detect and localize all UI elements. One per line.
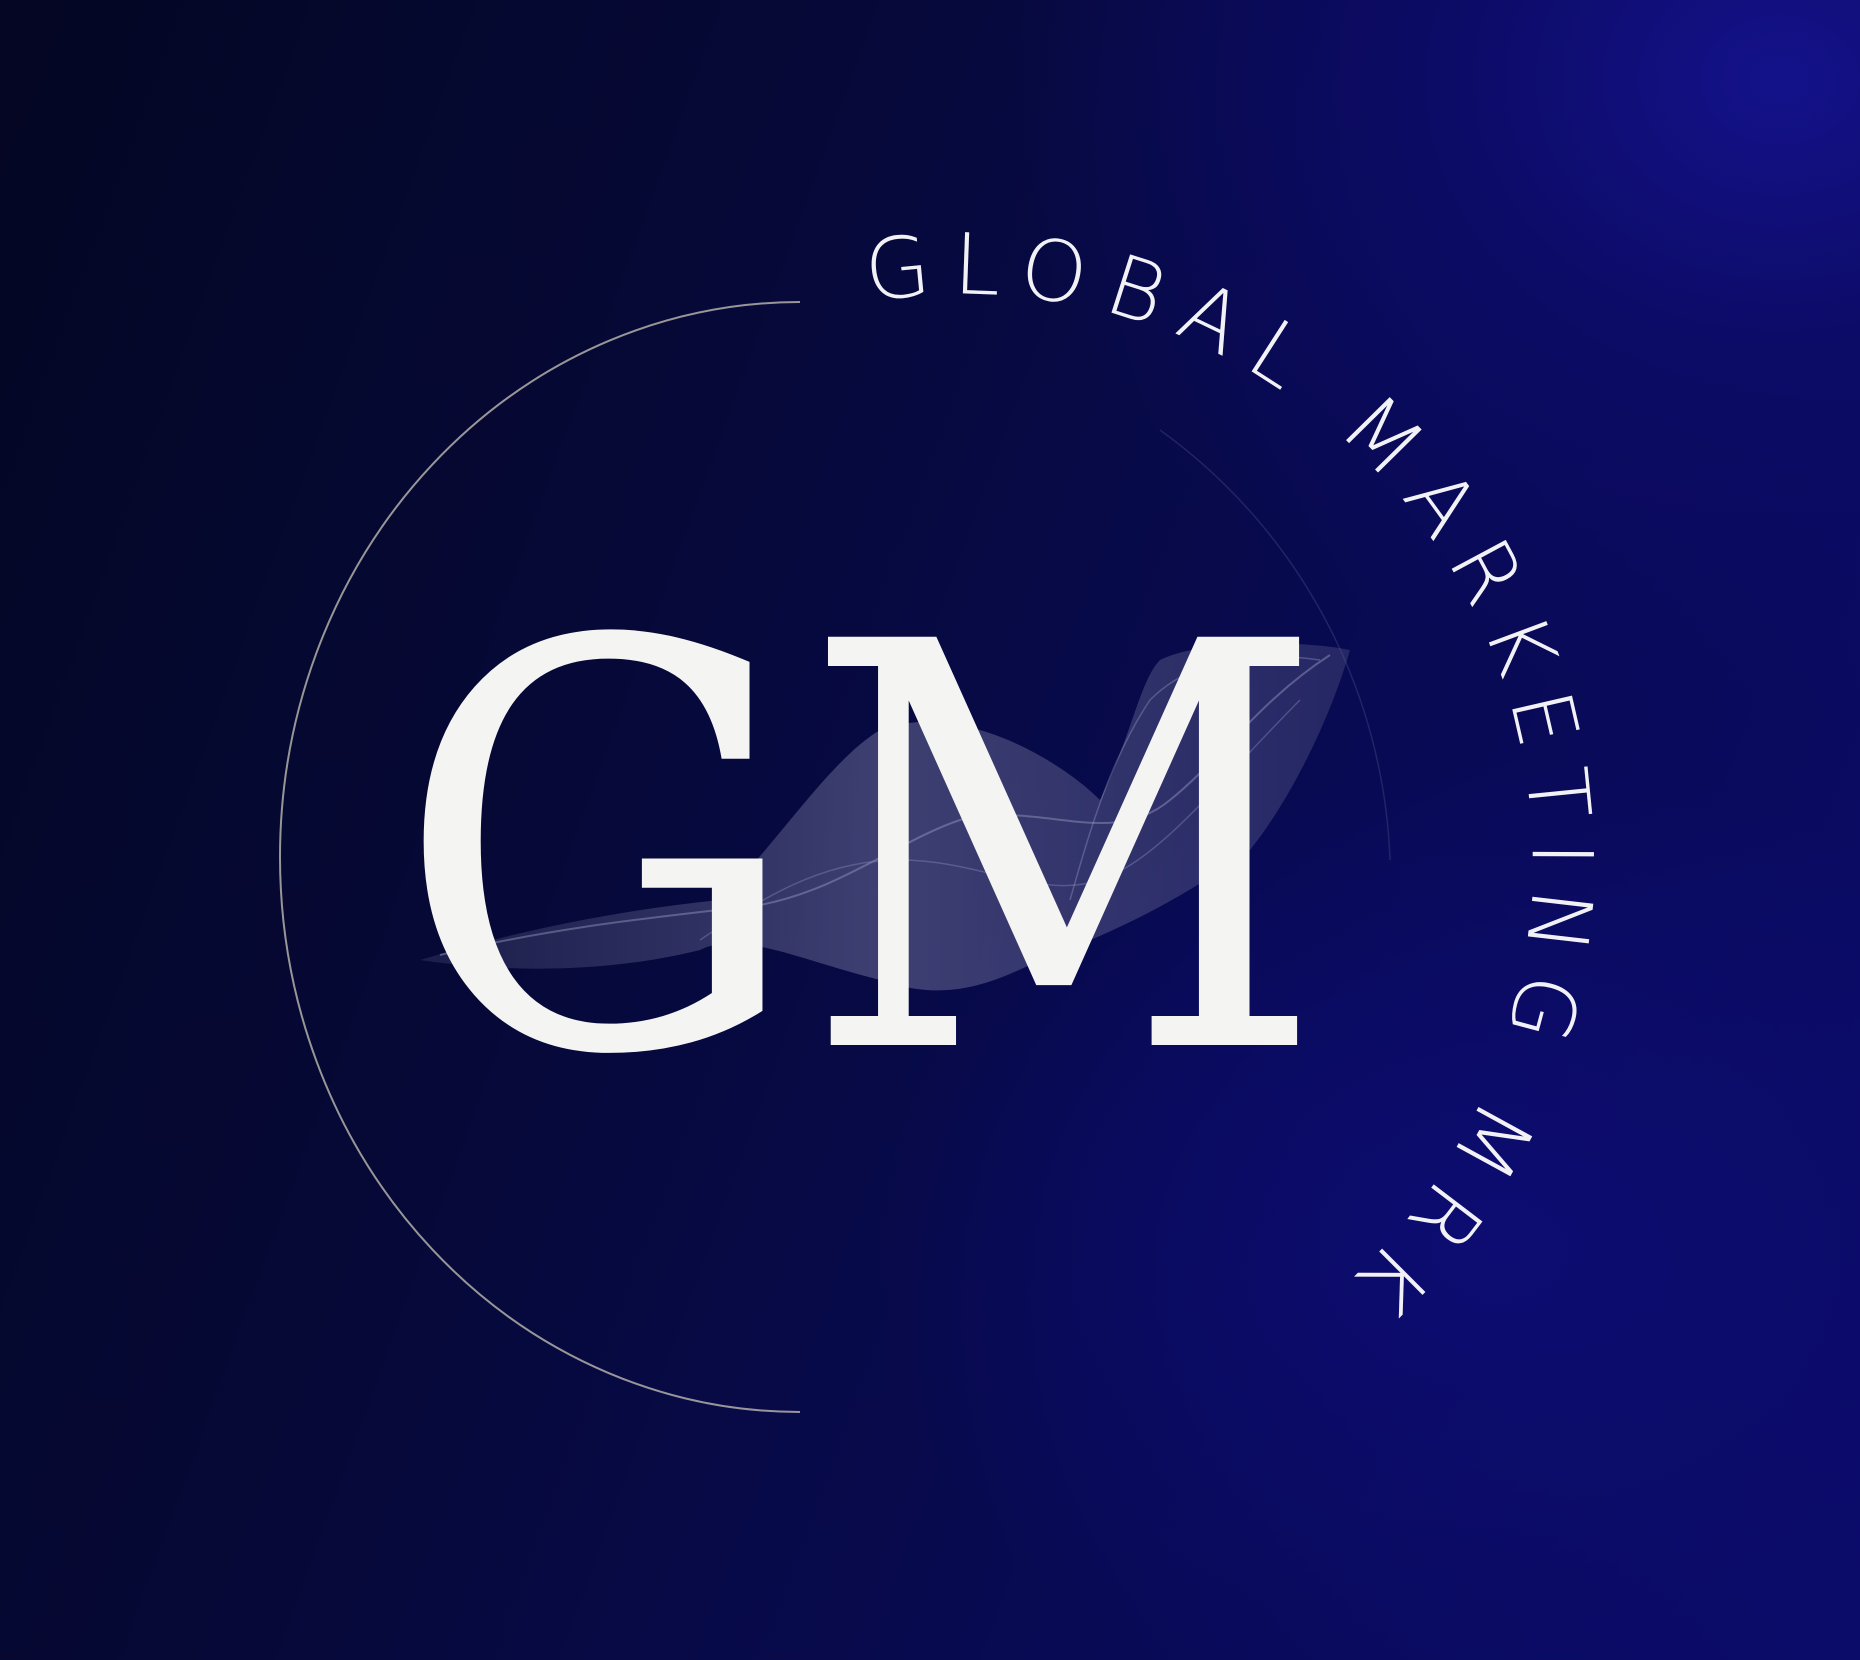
wave-ribbon xyxy=(420,643,1350,991)
logo-monogram: GM xyxy=(395,526,1325,1178)
logo-ring xyxy=(279,301,801,1413)
logo-ring-inner xyxy=(1159,429,1391,861)
